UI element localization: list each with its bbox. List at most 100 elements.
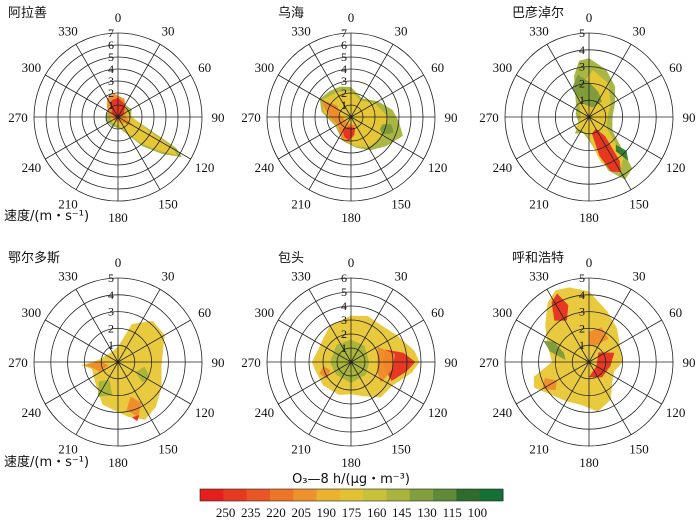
radial-tick-label: 1 (341, 341, 347, 355)
angle-tick-label: 240 (255, 160, 275, 175)
angle-tick-label: 120 (666, 160, 686, 175)
colorbar-swatch (386, 489, 411, 501)
grid-spoke (350, 44, 394, 118)
angle-tick-label: 150 (629, 197, 649, 212)
grid-spoke (588, 319, 662, 363)
panel-bayannur: 巴彦淖尔 1 2 3 4 50 30 60 90 120 150 180 210 240 270 300 33… (479, 5, 695, 225)
radial-tick-label: 4 (579, 288, 585, 302)
angle-tick-label: 180 (341, 210, 361, 225)
angle-tick-label: 150 (629, 442, 649, 457)
angle-tick-label: 60 (431, 305, 444, 320)
radial-tick-label: 2 (579, 321, 585, 335)
angle-tick-label: 240 (22, 405, 42, 420)
angle-tick-label: 240 (22, 160, 42, 175)
radial-tick-label: 7 (341, 26, 347, 40)
angle-tick-label: 330 (291, 268, 311, 283)
angle-tick-label: 180 (341, 455, 361, 470)
contour-region (126, 396, 142, 418)
angle-tick-label: 240 (493, 405, 513, 420)
radial-tick-label: 4 (341, 62, 347, 76)
angle-tick-label: 90 (683, 110, 696, 125)
radial-tick-label: 4 (579, 43, 585, 57)
angle-tick-label: 330 (58, 23, 78, 38)
contour-region (377, 346, 396, 383)
angle-tick-label: 330 (58, 268, 78, 283)
angle-tick-label: 330 (529, 268, 549, 283)
grid-spoke (588, 289, 632, 363)
colorbar-tick-label: 115 (443, 505, 462, 520)
angle-tick-label: 0 (348, 10, 355, 25)
angle-tick-label: 120 (195, 160, 215, 175)
colorbar-tick-label: 250 (216, 505, 236, 520)
contour-regions (311, 315, 420, 398)
angle-tick-label: 150 (158, 442, 178, 457)
angle-tick-label: 180 (579, 210, 599, 225)
angle-tick-label: 210 (58, 442, 78, 457)
colorbar-frame (199, 488, 504, 502)
grid-spoke (588, 361, 662, 405)
panel-title: 包头 (278, 251, 304, 266)
radial-tick-label: 4 (108, 62, 114, 76)
colorbar-swatch (316, 489, 341, 501)
colorbar-swatch (456, 489, 481, 501)
contour-region (543, 340, 566, 360)
polar-grid (266, 277, 436, 447)
panel-title: 呼和浩特 (512, 251, 564, 266)
radial-axis-label: 速度/(m・s⁻¹) (4, 454, 89, 470)
angle-tick-label: 30 (162, 23, 175, 38)
colorbar-swatch (269, 489, 294, 501)
colorbar-swatch (223, 489, 248, 501)
angle-tick-label: 210 (58, 197, 78, 212)
radial-tick-label: 5 (341, 50, 347, 64)
angle-tick-label: 0 (586, 10, 593, 25)
angle-tick-label: 270 (479, 110, 499, 125)
angle-tick-label: 90 (683, 355, 696, 370)
grid-spoke (117, 361, 161, 435)
colorbar-tick-label: 175 (342, 505, 362, 520)
grid-spoke (117, 74, 191, 118)
contour-region (111, 97, 126, 120)
grid-spoke (278, 361, 352, 405)
angle-tick-label: 270 (8, 110, 28, 125)
angle-tick-label: 30 (395, 23, 408, 38)
grid-spoke (350, 74, 424, 118)
angle-tick-label: 60 (198, 305, 211, 320)
polar-grid (33, 32, 203, 202)
radial-tick-label: 3 (108, 305, 114, 319)
angle-tick-label: 0 (586, 255, 593, 270)
colorbar-swatch (479, 489, 504, 501)
colorbar-swatch (200, 489, 224, 501)
angle-tick-label: 30 (633, 268, 646, 283)
panel-title: 巴彦淖尔 (512, 5, 564, 21)
grid-spoke (588, 116, 632, 190)
angle-tick-label: 90 (445, 355, 458, 370)
grid-spoke (117, 361, 191, 405)
radial-tick-label: 3 (108, 74, 114, 88)
radial-tick-label: 4 (108, 288, 114, 302)
grid-spoke (75, 289, 119, 363)
angle-tick-label: 30 (633, 23, 646, 38)
radial-tick-label: 2 (341, 86, 347, 100)
angle-tick-label: 60 (669, 305, 682, 320)
radial-tick-label: 1 (108, 338, 114, 352)
colorbar-swatch (339, 489, 364, 501)
angle-tick-label: 30 (395, 268, 408, 283)
grid-spoke (278, 116, 352, 160)
radial-tick-label: 1 (579, 93, 585, 107)
radial-tick-label: 1 (108, 98, 114, 112)
angle-tick-label: 180 (108, 210, 128, 225)
angle-tick-label: 330 (291, 23, 311, 38)
angle-tick-label: 60 (431, 60, 444, 75)
radial-tick-label: 7 (108, 26, 114, 40)
contour-region (342, 126, 356, 141)
angle-tick-label: 60 (198, 60, 211, 75)
colorbar-tick-label: 205 (291, 505, 311, 520)
colorbar-tick-label: 100 (468, 505, 488, 520)
radial-tick-label: 3 (341, 313, 347, 327)
colorbar-swatch (409, 489, 434, 501)
contour-region (615, 144, 629, 161)
colorbar-swatch (246, 489, 271, 501)
colorbar-swatch (293, 489, 318, 501)
